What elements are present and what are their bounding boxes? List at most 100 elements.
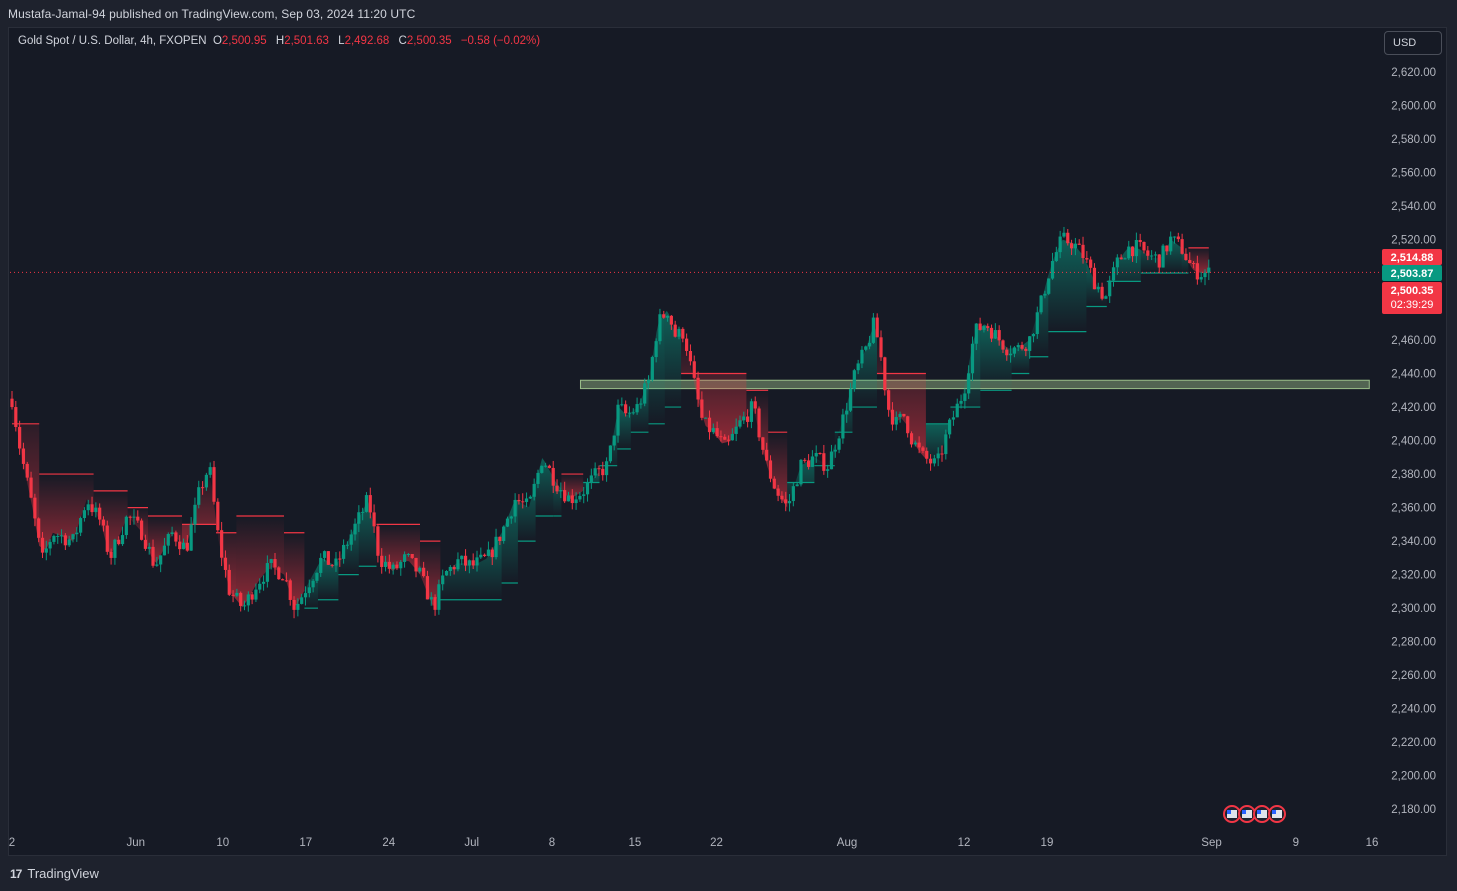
candle-body xyxy=(761,437,765,450)
candle-body xyxy=(993,330,997,339)
stop-band xyxy=(746,390,769,470)
stop-band xyxy=(553,477,562,516)
candle-body xyxy=(887,390,891,410)
candle-body xyxy=(216,501,220,531)
event-flag-canton xyxy=(1242,810,1246,814)
candle-body xyxy=(1100,286,1104,299)
candle-body xyxy=(726,439,731,441)
candle-body xyxy=(1142,242,1146,251)
candle-body xyxy=(829,451,834,470)
event-flag-canton xyxy=(1227,810,1231,814)
top-bar: Mustafa-Jamal-94 published on TradingVie… xyxy=(0,0,1457,28)
candle-body xyxy=(1111,267,1116,281)
low-value: 2,492.68 xyxy=(344,35,390,47)
y-tick-label: 2,520.00 xyxy=(1391,234,1436,246)
candle-body xyxy=(364,495,369,512)
x-tick-label: 19 xyxy=(1041,837,1054,849)
candle-body xyxy=(86,504,90,511)
candle-body xyxy=(414,557,418,572)
stop-band xyxy=(980,324,1012,391)
candle-body xyxy=(650,357,654,381)
candle-body xyxy=(185,542,189,551)
candle-body xyxy=(719,436,723,438)
candle-body xyxy=(685,338,689,351)
candle-body xyxy=(810,456,815,467)
candle-body xyxy=(1165,245,1169,252)
candle-body xyxy=(502,526,506,541)
candle-body xyxy=(151,546,155,566)
candle-body xyxy=(330,564,334,566)
candle-body xyxy=(452,566,456,570)
candle-body xyxy=(925,450,929,459)
candle-body xyxy=(1146,250,1150,256)
candle-body xyxy=(883,357,887,391)
candle-body xyxy=(25,463,29,478)
candle-body xyxy=(1020,345,1024,349)
tradingview-logo-icon: 17 xyxy=(10,866,22,881)
candle-body xyxy=(40,537,45,553)
candle-body xyxy=(383,561,388,567)
candle-body xyxy=(425,576,430,600)
candle-body xyxy=(21,448,26,464)
candle-body xyxy=(1108,280,1112,297)
stop-band xyxy=(420,541,441,607)
candle-body xyxy=(753,401,757,409)
candle-body xyxy=(997,330,1001,341)
candle-body xyxy=(117,539,121,545)
candle-body xyxy=(509,516,513,519)
candle-body xyxy=(174,532,178,542)
x-tick-label: 17 xyxy=(299,837,312,849)
candle-body xyxy=(696,377,700,400)
candle-body xyxy=(258,583,262,590)
candle-body xyxy=(585,482,590,495)
candle-body xyxy=(296,603,300,610)
candle-body xyxy=(441,575,445,585)
event-flag-fill xyxy=(1272,810,1282,818)
candle-body xyxy=(59,535,64,537)
candle-body xyxy=(555,485,559,492)
stop-band xyxy=(304,565,318,609)
candle-body xyxy=(406,554,410,556)
candle-body xyxy=(673,324,677,337)
event-flag-canton xyxy=(1257,810,1261,814)
candle-body xyxy=(98,507,102,520)
symbol-label[interactable]: Gold Spot / U.S. Dollar, 4h, FXOPEN xyxy=(18,35,207,47)
candle-body xyxy=(139,520,144,540)
candle-body xyxy=(536,472,540,484)
candle-body xyxy=(155,564,159,566)
candle-body xyxy=(399,561,403,569)
candle-body xyxy=(288,580,292,600)
candle-body xyxy=(380,555,384,567)
stop-band xyxy=(1140,240,1182,273)
price-label-box xyxy=(1382,249,1442,265)
candle-body xyxy=(669,315,673,325)
candle-body xyxy=(826,469,830,471)
tradingview-brand[interactable]: 17 TradingView xyxy=(10,866,99,881)
publisher-line: Mustafa-Jamal-94 published on TradingVie… xyxy=(8,7,416,21)
candle-body xyxy=(856,363,860,371)
candle-body xyxy=(852,370,856,389)
candle-body xyxy=(639,403,643,405)
stop-band xyxy=(93,490,128,557)
x-tick-label: 8 xyxy=(549,837,555,849)
candle-body xyxy=(715,428,719,437)
candle-body xyxy=(521,501,525,503)
candle-body xyxy=(1207,267,1211,273)
candle-body xyxy=(1199,277,1203,280)
candle-body xyxy=(284,580,289,582)
candle-body xyxy=(265,563,269,582)
candle-body xyxy=(841,414,845,439)
currency-selector[interactable]: USD xyxy=(1384,31,1442,55)
candle-body xyxy=(418,567,422,572)
candle-body xyxy=(845,410,849,415)
candle-body xyxy=(890,409,895,425)
candle-body xyxy=(1001,340,1005,350)
candle-body xyxy=(273,559,277,568)
candle-body xyxy=(749,401,754,422)
candle-body xyxy=(124,516,128,536)
candle-body xyxy=(315,572,319,581)
candle-body xyxy=(784,499,788,504)
event-flag-fill xyxy=(1257,810,1267,818)
high-key: H xyxy=(275,35,285,47)
